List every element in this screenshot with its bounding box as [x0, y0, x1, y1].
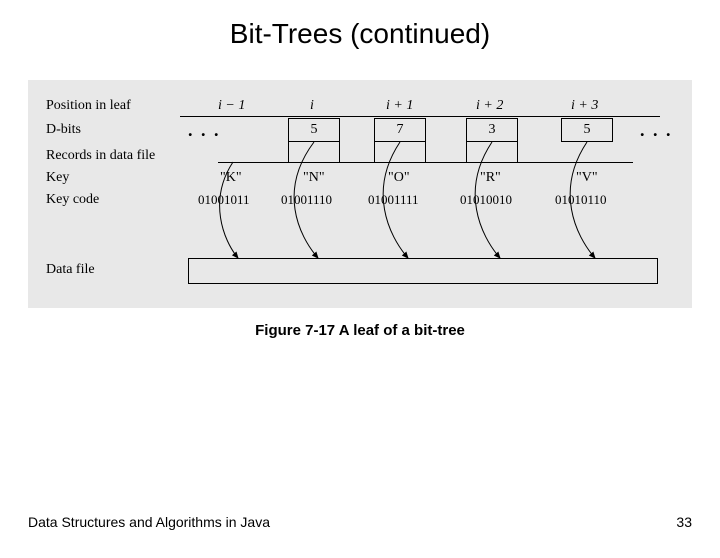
vsep-1b [339, 141, 340, 162]
datafile-box [188, 258, 658, 284]
pos-1: i [310, 98, 314, 114]
code-1: 01001110 [281, 192, 332, 208]
position-underline [180, 116, 660, 117]
label-datafile: Data file [46, 262, 95, 278]
vsep-1a [288, 141, 289, 162]
key-2: "O" [388, 170, 410, 186]
footer-left: Data Structures and Algorithms in Java [28, 514, 270, 530]
key-1: "N" [303, 170, 325, 186]
label-position: Position in leaf [46, 98, 131, 114]
page-title: Bit-Trees (continued) [0, 18, 720, 50]
pos-3: i + 2 [476, 98, 503, 114]
vsep-3b [517, 141, 518, 162]
code-3: 01010010 [460, 192, 512, 208]
key-0: "K" [220, 170, 242, 186]
code-0: 01001011 [198, 192, 250, 208]
vsep-2a [374, 141, 375, 162]
figure-caption: Figure 7-17 A leaf of a bit-tree [0, 322, 720, 339]
vsep-3a [466, 141, 467, 162]
code-4: 01010110 [555, 192, 607, 208]
pos-4: i + 3 [571, 98, 598, 114]
pos-0: i − 1 [218, 98, 245, 114]
label-key: Key [46, 170, 69, 186]
label-dbits: D-bits [46, 122, 81, 138]
vsep-2b [425, 141, 426, 162]
dbit-cell-4: 5 [561, 118, 613, 142]
page-number: 33 [676, 514, 692, 530]
key-3: "R" [480, 170, 501, 186]
label-keycode: Key code [46, 192, 99, 208]
pos-2: i + 1 [386, 98, 413, 114]
dbit-cell-1: 5 [288, 118, 340, 142]
dbit-cell-2: 7 [374, 118, 426, 142]
records-line [218, 162, 633, 163]
label-records: Records in data file [46, 148, 155, 164]
code-2: 01001111 [368, 192, 419, 208]
key-4: "V" [576, 170, 598, 186]
figure-panel: Position in leaf D-bits Records in data … [28, 80, 692, 308]
ellipsis-left: . . . [188, 120, 221, 141]
dbit-cell-3: 3 [466, 118, 518, 142]
ellipsis-right: . . . [640, 120, 673, 141]
